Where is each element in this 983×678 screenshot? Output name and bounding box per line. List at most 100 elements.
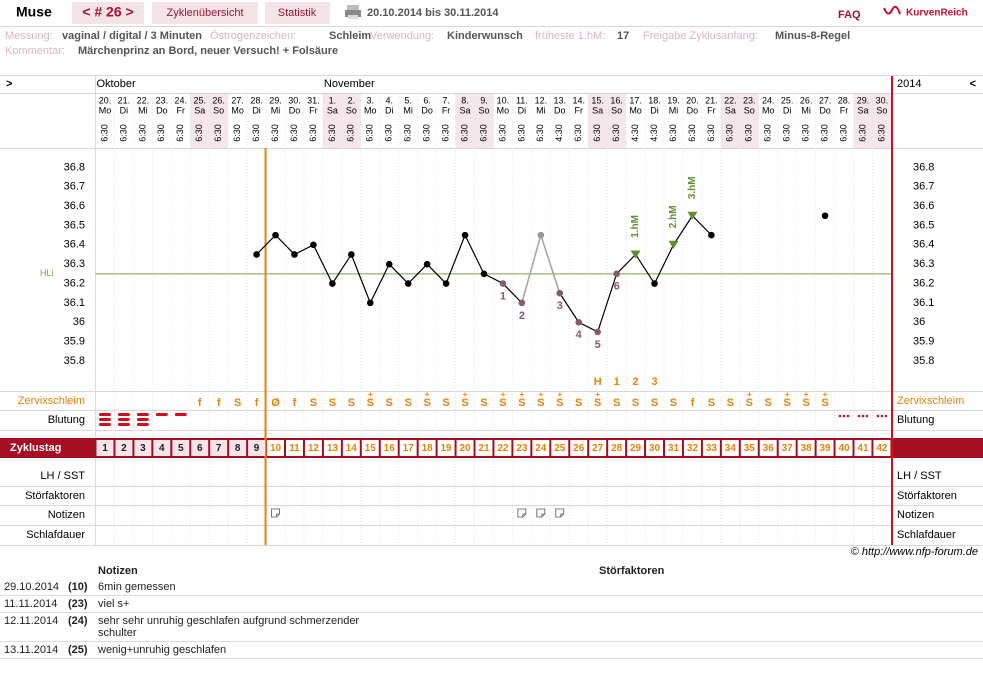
cycle-day-cell	[627, 440, 645, 456]
low-label: 1	[500, 290, 506, 302]
y-tick-label: 36.2	[64, 277, 85, 289]
spotting-dot	[857, 414, 861, 418]
y-tick-label: 36.8	[64, 161, 85, 173]
info-value: Minus-8-Regel	[775, 30, 850, 42]
weekday-label: Sa	[725, 105, 736, 115]
time-label: 6:30	[857, 124, 867, 142]
tab-label[interactable]: Zyklenübersicht	[166, 7, 243, 19]
tab[interactable]	[152, 2, 258, 24]
month-label: November	[324, 78, 375, 90]
date-label: 26.	[800, 95, 813, 105]
hm-label: 2.hM	[668, 205, 679, 228]
weekend-shade	[322, 94, 342, 148]
weekday-label: Di	[518, 105, 527, 115]
cycle-day-cell	[740, 440, 758, 456]
cycle-day: 21	[478, 443, 490, 454]
cycle-day: 24	[535, 443, 547, 454]
spotting-dot	[838, 414, 842, 418]
note-text: viel s+	[94, 595, 595, 613]
time-label: 6:30	[801, 124, 811, 142]
date-label: 10.	[497, 95, 510, 105]
weekend-shade	[190, 94, 210, 148]
y-tick-label: 36.5	[64, 219, 85, 231]
mucus-value: f	[293, 397, 297, 409]
date-label: 26.	[212, 95, 225, 105]
date-label: 19.	[667, 95, 680, 105]
time-label: 4:30	[630, 124, 640, 142]
temperature-point	[613, 270, 620, 278]
cycle-day-cell	[551, 440, 569, 456]
date-label: 24.	[762, 95, 775, 105]
date-label: 29.	[269, 95, 282, 105]
mucus-marker: 1	[614, 376, 620, 388]
cycle-day-cell	[229, 440, 247, 456]
cycle-day-cell	[323, 440, 341, 456]
weekend-shade	[474, 94, 494, 148]
note-disturbance	[595, 612, 983, 642]
date-label: 6.	[423, 95, 431, 105]
weekday-label: Sa	[592, 105, 603, 115]
y-tick-label: 35.8	[913, 355, 934, 367]
time-label: 4:30	[649, 124, 659, 142]
time-label: 6:30	[497, 124, 507, 142]
hm-label: 3.hM	[687, 176, 698, 199]
cycle-day: 40	[838, 443, 850, 454]
weekday-label: Fr	[707, 105, 716, 115]
date-label: 25.	[193, 95, 206, 105]
weekday-label: Fr	[309, 105, 318, 115]
weekday-label: Mo	[762, 105, 775, 115]
temperature-point	[366, 299, 374, 307]
weekday-label: Sa	[194, 105, 205, 115]
mucus-value: f	[255, 397, 259, 409]
cycle-number[interactable]: < # 26 >	[82, 4, 133, 20]
cycle-day: 36	[763, 443, 775, 454]
cycle-day-cell	[759, 440, 777, 456]
copyright: © http://www.nfp-forum.de	[851, 546, 978, 558]
nav-next[interactable]: <	[970, 78, 976, 90]
temperature-point	[821, 212, 829, 220]
note-day: (23)	[64, 595, 94, 613]
info-value: Schleim	[329, 30, 371, 42]
nav-prev[interactable]: >	[6, 78, 12, 90]
cycle-day-cell	[608, 440, 626, 456]
date-label: 23.	[743, 95, 756, 105]
cycle-day-cell	[513, 440, 531, 456]
low-label: 3	[557, 300, 563, 312]
date-label: 11.	[516, 95, 528, 105]
mucus-marker: H	[594, 376, 602, 388]
cycle-day-cell	[646, 440, 663, 456]
weekday-label: Di	[650, 105, 659, 115]
mucus-value: S	[405, 397, 412, 409]
weekday-label: Mi	[138, 105, 148, 115]
weekday-label: Do	[819, 105, 831, 115]
weekday-label: Mi	[403, 105, 413, 115]
tab-label[interactable]: Statistik	[278, 7, 317, 19]
time-label: 6:30	[308, 124, 318, 142]
temperature-point	[310, 241, 317, 249]
cycle-day: 6	[197, 443, 203, 454]
logo-text[interactable]: KurvenReich	[906, 8, 968, 19]
date-label: 27.	[819, 95, 832, 105]
cycle-day: 38	[801, 443, 813, 454]
cycle-day-cell	[380, 440, 398, 456]
weekday-label: Mi	[271, 105, 281, 115]
cycle-day: 39	[820, 443, 832, 454]
column-header: Störfaktoren	[599, 565, 665, 577]
date-label: 12.	[535, 95, 548, 105]
print-icon[interactable]	[345, 5, 361, 19]
mucus-value: S	[386, 397, 393, 409]
faq-link[interactable]: FAQ	[838, 9, 861, 21]
weekday-label: Do	[289, 105, 301, 115]
info-value: vaginal / digital / 3 Minuten	[62, 30, 202, 42]
row-label: Zervixschleim	[897, 395, 964, 407]
time-label: 4:30	[554, 124, 564, 142]
date-label: 21.	[118, 95, 131, 105]
weekday-label: Fr	[177, 105, 186, 115]
date-label: 4.	[385, 95, 393, 105]
tab[interactable]	[265, 2, 330, 24]
cycle-day-cell	[589, 440, 607, 456]
cycle-tab[interactable]	[72, 2, 144, 24]
note-day: (25)	[64, 641, 94, 659]
time-label: 6:30	[118, 124, 128, 142]
mucus-value: Ø	[271, 397, 280, 409]
